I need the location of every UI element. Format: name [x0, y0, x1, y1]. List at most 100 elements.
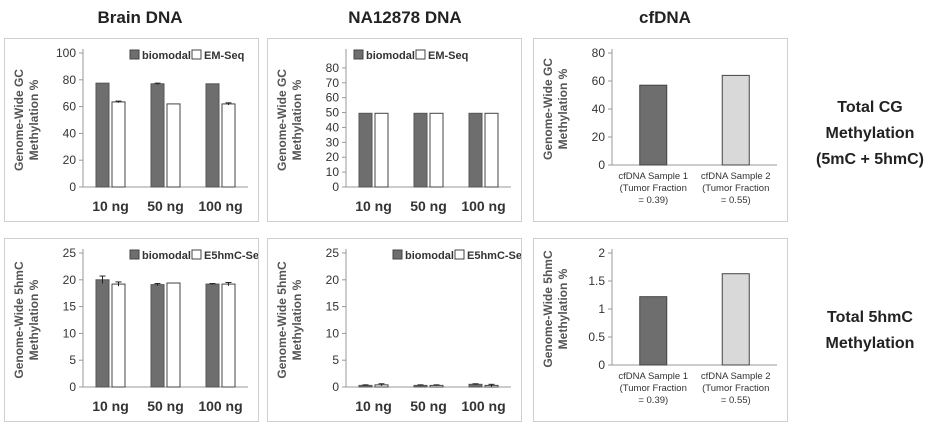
- row-label-total-5hmc-methylation: Total 5hmC Methylation: [800, 305, 940, 357]
- legend-swatch-em-seq: [191, 49, 202, 60]
- y-axis-title: Genome-Wide GC: [275, 69, 289, 171]
- row-label-line: Methylation: [825, 335, 915, 352]
- column-title-brain-dna: Brain DNA: [97, 8, 183, 27]
- y-axis-title: Genome-Wide 5hmC: [541, 250, 555, 368]
- x-tick-label: (Tumor Fraction: [702, 183, 769, 194]
- chart-cfdna-5hmc: Genome-Wide 5hmC Methylation % 0 0.5 1 1.5 2 cf…: [541, 246, 777, 406]
- bar-biomodal-10-ng: [95, 279, 110, 388]
- legend-label-em-seq: EM-Seq: [428, 50, 468, 62]
- y-axis-title: Methylation %: [27, 79, 41, 160]
- x-tick-label: 100 ng: [198, 198, 242, 214]
- y-tick-label: 0: [69, 180, 76, 194]
- y-axis-title: Genome-Wide GC: [541, 58, 555, 160]
- y-tick-label: 100: [56, 46, 76, 60]
- x-tick-label: 100 ng: [461, 398, 505, 414]
- y-axis-title: Methylation %: [290, 279, 304, 360]
- x-tick-label: (Tumor Fraction: [620, 383, 687, 394]
- y-tick-label: 2: [598, 246, 605, 260]
- y-tick-label: 10: [326, 165, 340, 179]
- chart-panel-brain-gc: Genome-Wide GC Methylation % 0 20 40 60 80 100 1…: [4, 38, 259, 222]
- y-axis-title: Genome-Wide GC: [12, 69, 26, 171]
- bar-e5hmc-seq-50-ng: [166, 282, 181, 388]
- bar-em-seq-50-ng: [429, 112, 444, 188]
- y-axis-title: Methylation %: [556, 68, 570, 149]
- x-tick-label: cfDNA Sample 2: [701, 171, 771, 182]
- x-tick-label: cfDNA Sample 2: [701, 371, 771, 382]
- y-tick-label: 10: [63, 326, 77, 340]
- x-tick-label: (Tumor Fraction: [702, 383, 769, 394]
- y-tick-label: 50: [326, 106, 340, 120]
- legend-swatch-e5hmc-seq: [454, 249, 465, 260]
- y-tick-label: 60: [592, 74, 606, 88]
- x-tick-label: 10 ng: [92, 198, 129, 214]
- y-tick-label: 25: [63, 246, 77, 260]
- y-tick-label: 1.5: [588, 274, 605, 288]
- y-tick-label: 10: [326, 326, 340, 340]
- y-tick-label: 40: [63, 126, 77, 140]
- chart-panel-na12878-gc: Genome-Wide GC Methylation % 0 10 20 30 40 50 60…: [267, 38, 522, 222]
- y-tick-label: 15: [326, 300, 340, 314]
- y-tick-label: 60: [63, 100, 77, 114]
- legend-label-em-seq: EM-Seq: [204, 50, 244, 62]
- y-axis-title: Methylation %: [27, 279, 41, 360]
- y-tick-label: 0: [332, 380, 339, 394]
- y-axis-title: Genome-Wide 5hmC: [12, 261, 26, 379]
- y-tick-label: 20: [592, 130, 606, 144]
- y-axis-title: Genome-Wide 5hmC: [275, 261, 289, 379]
- row-label-line: (5mC + 5hmC): [815, 151, 925, 168]
- y-tick-label: 20: [63, 153, 77, 167]
- y-tick-label: 0: [598, 158, 605, 172]
- y-tick-label: 25: [326, 246, 340, 260]
- y-tick-label: 40: [326, 120, 340, 134]
- y-tick-label: 80: [326, 61, 340, 75]
- y-tick-label: 20: [326, 273, 340, 287]
- x-tick-label: = 0.55): [721, 395, 751, 406]
- legend-swatch-biomodal: [392, 249, 403, 260]
- x-tick-label: = 0.39): [638, 395, 668, 406]
- legend-label-biomodal: biomodal: [142, 250, 191, 262]
- bar-biomodal-100-ng: [205, 83, 220, 188]
- y-tick-label: 30: [326, 135, 340, 149]
- bar-em-seq-50-ng: [166, 103, 181, 188]
- bar-e5hmc-seq-100-ng: [221, 283, 236, 388]
- legend-swatch-biomodal: [353, 49, 364, 60]
- bar-cfdna-sample-2: [721, 273, 750, 366]
- y-axis-title: Methylation %: [556, 268, 570, 349]
- y-tick-label: 80: [63, 73, 77, 87]
- bar-cfdna-sample-1: [639, 84, 668, 166]
- x-tick-label: (Tumor Fraction: [620, 183, 687, 194]
- x-tick-label: 50 ng: [147, 198, 184, 214]
- y-tick-label: 5: [332, 353, 339, 367]
- y-axis-title: Methylation %: [290, 79, 304, 160]
- x-tick-label: 10 ng: [355, 398, 392, 414]
- x-tick-label: 50 ng: [410, 398, 447, 414]
- y-tick-label: 80: [592, 46, 606, 60]
- y-tick-label: 60: [326, 91, 340, 105]
- bar-biomodal-10-ng: [358, 112, 373, 188]
- legend-label-biomodal: biomodal: [405, 250, 454, 262]
- chart-na12878-5hmc: Genome-Wide 5hmC Methylation % 0 5 10 15 20 25 1…: [275, 246, 529, 414]
- legend-swatch-em-seq: [415, 49, 426, 60]
- legend-swatch-biomodal: [129, 49, 140, 60]
- bar-cfdna-sample-1: [639, 296, 668, 366]
- x-tick-label: cfDNA Sample 1: [618, 171, 688, 182]
- y-tick-label: 20: [63, 273, 77, 287]
- y-tick-label: 1: [598, 302, 605, 316]
- y-tick-label: 15: [63, 300, 77, 314]
- bar-em-seq-100-ng: [484, 112, 499, 188]
- x-tick-label: cfDNA Sample 1: [618, 371, 688, 382]
- bar-biomodal-50-ng: [413, 112, 428, 188]
- y-tick-label: 0: [598, 358, 605, 372]
- chart-panel-cfdna-5hmc: Genome-Wide 5hmC Methylation % 0 0.5 1 1.5 2 cf…: [533, 238, 788, 422]
- x-tick-label: 100 ng: [198, 398, 242, 414]
- y-tick-label: 0: [332, 180, 339, 194]
- bar-em-seq-10-ng: [374, 112, 389, 188]
- bar-biomodal-10-ng: [95, 82, 110, 188]
- chart-brain-5hmc: Genome-Wide 5hmC Methylation % 0 5 10 15 20 25 1…: [12, 246, 266, 414]
- chart-brain-gc: Genome-Wide GC Methylation % 0 20 40 60 80 100 1…: [12, 46, 248, 214]
- bar-biomodal-100-ng: [205, 283, 220, 388]
- chart-panel-na12878-5hmc: Genome-Wide 5hmC Methylation % 0 5 10 15 20 25 1…: [267, 238, 529, 422]
- x-tick-label: 100 ng: [461, 198, 505, 214]
- legend-swatch-e5hmc-seq: [191, 249, 202, 260]
- legend-label-biomodal: biomodal: [366, 50, 415, 62]
